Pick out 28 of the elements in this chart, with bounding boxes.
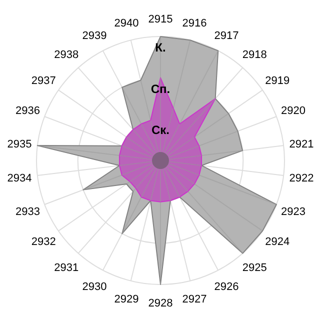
spoke-label: 2917 xyxy=(214,30,239,42)
spoke-label: 2926 xyxy=(214,281,239,294)
spoke-label: 2936 xyxy=(15,105,40,118)
spoke-label: 2923 xyxy=(281,206,306,218)
spoke-label: 2920 xyxy=(281,105,306,118)
spoke-label: 2915 xyxy=(148,14,173,26)
spoke-label: 2922 xyxy=(289,172,314,185)
spoke-label: 2930 xyxy=(82,281,107,294)
spoke-label: 2916 xyxy=(182,18,207,30)
spoke-label: 2938 xyxy=(54,49,79,62)
spoke-label: 2918 xyxy=(242,49,267,62)
spoke-label: 2931 xyxy=(54,262,79,274)
y-tick-label: Ск. xyxy=(151,123,170,138)
spoke-label: 2935 xyxy=(7,138,32,150)
spoke-label: 2925 xyxy=(242,262,267,274)
spoke-label: 2921 xyxy=(289,138,314,150)
spoke-label: 2924 xyxy=(265,236,290,248)
spoke-label: 2939 xyxy=(82,30,107,42)
spoke-label: 2927 xyxy=(182,293,207,306)
spoke-label: 2933 xyxy=(15,206,40,218)
spoke-label: 2934 xyxy=(7,172,32,185)
spoke-label: 2940 xyxy=(114,18,139,30)
spoke-label: 2937 xyxy=(31,74,56,87)
spoke-label: 2932 xyxy=(31,236,56,248)
spoke-label: 2928 xyxy=(148,298,173,310)
spoke-label: 2919 xyxy=(265,74,290,87)
y-tick-label: К. xyxy=(155,40,166,54)
spoke-label: 2929 xyxy=(114,293,139,306)
